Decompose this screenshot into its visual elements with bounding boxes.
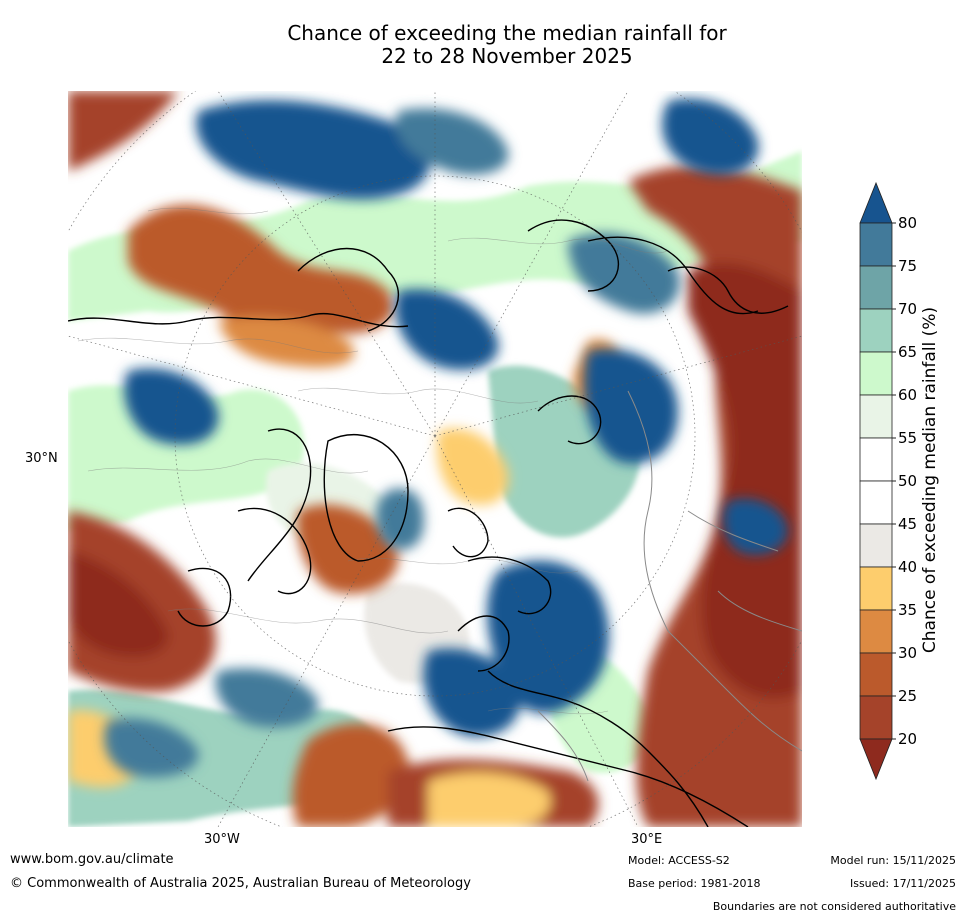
colorbar-tick-label: 60 <box>898 386 917 404</box>
copyright-text: © Commonwealth of Australia 2025, Austra… <box>10 876 471 891</box>
colorbar-arrow-above-80 <box>859 181 893 224</box>
website-link[interactable]: www.bom.gov.au/climate <box>10 852 174 867</box>
colorbar-tick-label: 70 <box>898 300 917 318</box>
colorbar-segment-30_35 <box>859 609 893 654</box>
chart-title: Chance of exceeding the median rainfall … <box>0 22 965 68</box>
colorbar-segment-70_75 <box>859 265 893 310</box>
colorbar-tick-label: 50 <box>898 472 917 490</box>
colorbar-segment-40_45 <box>859 523 893 568</box>
colorbar-tick-label: 25 <box>898 687 917 705</box>
map-canvas <box>68 91 802 827</box>
colorbar-arrow-below-20 <box>859 738 893 781</box>
colorbar-label: Chance of exceeding median rainfall (%) <box>920 306 940 654</box>
rainfall-probability-map <box>68 91 802 827</box>
base-period-text: Base period: 1981-2018 <box>628 877 761 890</box>
graticule-label-30e: 30°E <box>631 832 663 847</box>
colorbar-segment-65_70 <box>859 308 893 353</box>
colorbar-tick-label: 75 <box>898 257 917 275</box>
colorbar-tick-label: 40 <box>898 558 917 576</box>
colorbar-tick-label: 45 <box>898 515 917 533</box>
colorbar-tick-label: 35 <box>898 601 917 619</box>
colorbar-tick-label: 20 <box>898 730 917 748</box>
colorbar-segment-35_40 <box>859 566 893 611</box>
colorbar-tick-label: 30 <box>898 644 917 662</box>
colorbar-segment-25_30 <box>859 652 893 697</box>
colorbar-graphic: 80 75 70 65 60 55 50 45 40 35 30 25 20 <box>859 181 917 781</box>
disclaimer-text: Boundaries are not considered authoritat… <box>712 900 956 913</box>
below-median-regions <box>68 91 802 827</box>
title-line-1: Chance of exceeding the median rainfall … <box>287 21 727 45</box>
graticule-label-30n: 30°N <box>25 451 58 466</box>
colorbar-tick-label: 80 <box>898 214 917 232</box>
colorbar-segment-75_80 <box>859 222 893 267</box>
colorbar-segment-50_55 <box>859 437 893 482</box>
country-boundaries <box>537 390 802 782</box>
colorbar-segment-20_25 <box>859 695 893 740</box>
model-text: Model: ACCESS-S2 <box>628 854 730 867</box>
colorbar-segment-60_65 <box>859 351 893 396</box>
graticule <box>68 91 802 827</box>
model-run-text: Model run: 15/11/2025 <box>830 854 956 867</box>
title-line-2: 22 to 28 November 2025 <box>381 44 633 68</box>
colorbar-tick-label: 65 <box>898 343 917 361</box>
colorbar-segment-55_60 <box>859 394 893 439</box>
issued-text: Issued: 17/11/2025 <box>849 877 956 890</box>
graticule-label-30w: 30°W <box>204 832 240 847</box>
coastlines <box>68 219 789 827</box>
colorbar-tick-label: 55 <box>898 429 917 447</box>
colorbar-segment-45_50 <box>859 480 893 525</box>
colorbar: 80 75 70 65 60 55 50 45 40 35 30 25 20 <box>855 180 965 790</box>
